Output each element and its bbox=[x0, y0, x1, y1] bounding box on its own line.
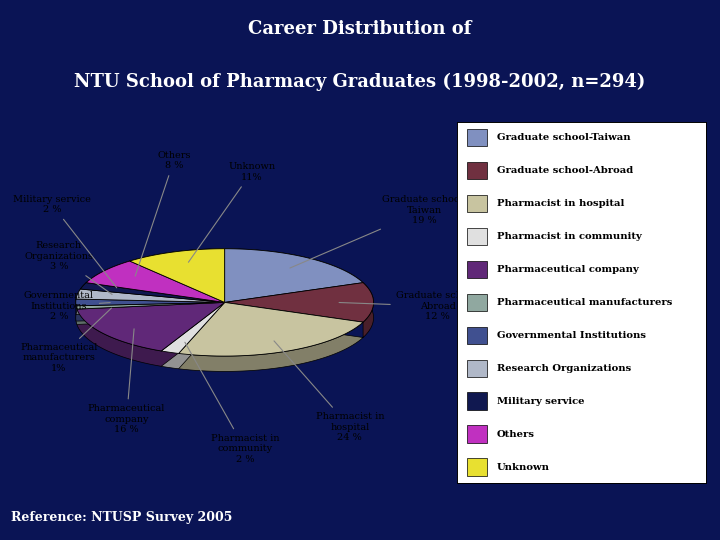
Text: Research Organizations: Research Organizations bbox=[497, 364, 631, 373]
Text: Pharmaceutical manufacturers: Pharmaceutical manufacturers bbox=[497, 298, 672, 307]
Text: Pharmacist in
community
2 %: Pharmacist in community 2 % bbox=[185, 342, 279, 464]
Bar bbox=[467, 162, 487, 179]
Bar bbox=[467, 393, 487, 410]
Text: Military service
2 %: Military service 2 % bbox=[13, 195, 117, 288]
Polygon shape bbox=[86, 261, 225, 302]
Text: Others: Others bbox=[497, 430, 535, 438]
Bar bbox=[467, 129, 487, 146]
Text: Pharmaceutical
manufacturers
1%: Pharmaceutical manufacturers 1% bbox=[20, 308, 112, 373]
Text: Graduate school-Taiwan: Graduate school-Taiwan bbox=[497, 133, 631, 142]
Polygon shape bbox=[76, 289, 225, 302]
Text: Reference: NTUSP Survey 2005: Reference: NTUSP Survey 2005 bbox=[11, 511, 232, 524]
Text: Governmental
Institutions
2 %: Governmental Institutions 2 % bbox=[24, 292, 110, 321]
Polygon shape bbox=[161, 302, 225, 369]
Polygon shape bbox=[76, 299, 225, 306]
Bar bbox=[467, 458, 487, 476]
Bar bbox=[467, 294, 487, 311]
Polygon shape bbox=[130, 249, 225, 302]
Text: Pharmaceutical company: Pharmaceutical company bbox=[497, 265, 639, 274]
Polygon shape bbox=[76, 299, 225, 321]
Polygon shape bbox=[77, 302, 225, 366]
Bar bbox=[467, 195, 487, 212]
Text: Military service: Military service bbox=[497, 397, 585, 406]
Text: Unknown: Unknown bbox=[497, 463, 550, 471]
Polygon shape bbox=[179, 302, 363, 356]
Bar bbox=[467, 261, 487, 278]
Text: Pharmacist in
hospital
24 %: Pharmacist in hospital 24 % bbox=[274, 341, 384, 442]
Text: Career Distribution of: Career Distribution of bbox=[248, 21, 472, 38]
Text: Pharmacist in community: Pharmacist in community bbox=[497, 232, 642, 241]
Text: Pharmaceutical
company
16 %: Pharmaceutical company 16 % bbox=[88, 329, 165, 434]
Text: Graduate school-Abroad: Graduate school-Abroad bbox=[497, 166, 633, 175]
Text: NTU School of Pharmacy Graduates (1998-2002, n=294): NTU School of Pharmacy Graduates (1998-2… bbox=[74, 73, 646, 91]
Polygon shape bbox=[76, 302, 225, 325]
Text: Research
Organizations
3 %: Research Organizations 3 % bbox=[24, 241, 112, 294]
Polygon shape bbox=[161, 302, 225, 354]
Polygon shape bbox=[81, 282, 225, 318]
Text: Pharmacist in hospital: Pharmacist in hospital bbox=[497, 199, 624, 208]
Polygon shape bbox=[86, 261, 225, 318]
Bar bbox=[467, 426, 487, 443]
Polygon shape bbox=[179, 302, 363, 372]
Polygon shape bbox=[76, 289, 225, 318]
Polygon shape bbox=[225, 249, 363, 318]
Bar bbox=[467, 228, 487, 245]
Text: Unknown
11%: Unknown 11% bbox=[189, 163, 275, 262]
Polygon shape bbox=[225, 249, 363, 302]
Text: Graduate school-
Taiwan
19 %: Graduate school- Taiwan 19 % bbox=[290, 195, 467, 268]
Polygon shape bbox=[81, 282, 225, 302]
Text: Graduate school-
Abroad
12 %: Graduate school- Abroad 12 % bbox=[339, 292, 480, 321]
Polygon shape bbox=[225, 282, 374, 338]
Polygon shape bbox=[76, 302, 225, 309]
Text: Others
8 %: Others 8 % bbox=[135, 151, 191, 276]
Bar bbox=[467, 327, 487, 344]
Polygon shape bbox=[77, 302, 225, 351]
Text: Governmental Institutions: Governmental Institutions bbox=[497, 331, 646, 340]
Polygon shape bbox=[225, 282, 374, 322]
Bar bbox=[467, 360, 487, 377]
Polygon shape bbox=[130, 249, 225, 318]
